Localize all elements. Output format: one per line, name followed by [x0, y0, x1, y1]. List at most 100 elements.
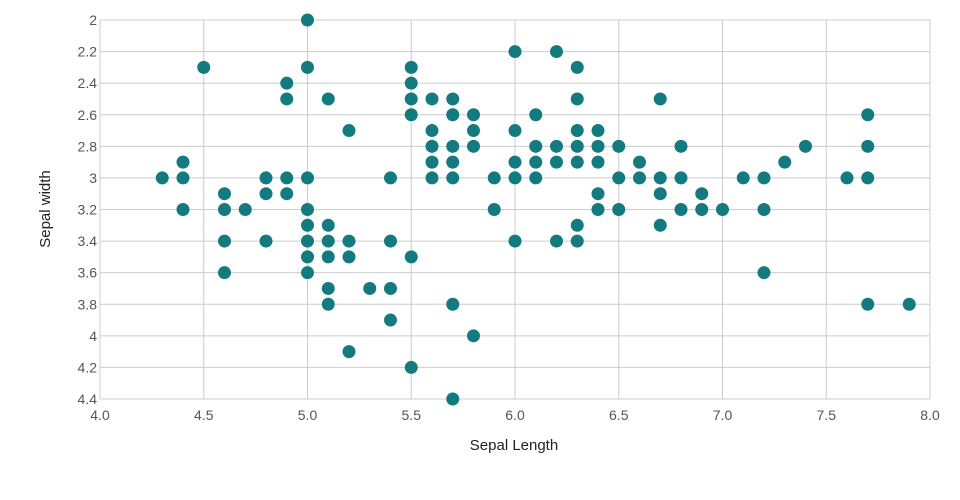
data-point	[861, 139, 875, 153]
data-point	[757, 203, 771, 216]
y-tick-label: 3.8	[78, 296, 98, 312]
data-point	[508, 45, 522, 59]
x-tick-label: 6.0	[505, 407, 525, 423]
data-point	[404, 92, 418, 106]
data-point	[653, 171, 667, 185]
data-point	[570, 234, 584, 248]
data-point	[321, 297, 335, 311]
y-tick-label: 2.2	[78, 44, 98, 60]
data-point	[425, 124, 439, 138]
data-point	[321, 250, 335, 264]
data-point	[550, 234, 563, 248]
data-point	[259, 234, 273, 248]
data-point	[653, 218, 667, 232]
data-point	[404, 60, 418, 74]
data-point	[799, 139, 812, 153]
data-point	[570, 218, 584, 232]
data-point	[446, 92, 460, 106]
x-tick-label: 6.5	[609, 407, 629, 423]
data-point	[280, 92, 294, 106]
y-tick-label: 3.2	[78, 202, 98, 218]
data-point	[508, 171, 522, 185]
data-point	[197, 60, 211, 74]
data-point	[446, 171, 460, 185]
data-point	[404, 250, 418, 264]
y-tick-label: 2.4	[78, 75, 98, 91]
data-point	[633, 171, 646, 185]
data-point	[591, 187, 605, 201]
data-point	[342, 124, 356, 138]
data-point	[674, 203, 688, 216]
x-tick-label: 4.0	[90, 407, 110, 423]
y-tick-label: 4.2	[78, 359, 98, 375]
data-point	[487, 203, 501, 216]
y-axis-title: Sepal width	[37, 170, 54, 248]
y-tick-label: 3.6	[78, 265, 98, 281]
data-point	[384, 313, 397, 327]
y-tick-label: 3	[89, 170, 97, 186]
data-point	[591, 124, 605, 138]
data-point	[301, 218, 314, 232]
data-point	[570, 124, 584, 138]
data-point	[280, 171, 294, 185]
data-point	[633, 155, 646, 169]
data-point	[612, 139, 626, 153]
data-point	[757, 266, 771, 280]
data-points	[155, 13, 916, 406]
data-point	[425, 155, 439, 169]
data-point	[674, 139, 688, 153]
data-point	[695, 203, 709, 216]
y-tick-label: 2	[89, 12, 97, 28]
data-point	[446, 108, 460, 122]
data-point	[176, 155, 190, 169]
data-point	[301, 234, 314, 248]
data-point	[425, 92, 439, 106]
y-tick-label: 2.8	[78, 138, 98, 154]
data-point	[404, 360, 418, 374]
data-point	[218, 187, 231, 201]
data-point	[591, 155, 605, 169]
x-tick-labels: 4.0 4.5 5.0 5.5 6.0 6.5 7.0 7.5 8.0	[90, 407, 940, 423]
data-point	[321, 281, 335, 295]
data-point	[902, 297, 916, 311]
data-point	[259, 187, 273, 201]
data-point	[653, 187, 667, 201]
data-point	[280, 76, 294, 90]
x-tick-label: 5.5	[402, 407, 422, 423]
data-point	[736, 171, 750, 185]
data-point	[467, 108, 480, 122]
data-point	[570, 155, 584, 169]
data-point	[218, 203, 231, 216]
data-point	[550, 139, 563, 153]
data-point	[384, 171, 397, 185]
data-point	[861, 108, 875, 122]
data-point	[425, 171, 439, 185]
data-point	[301, 13, 314, 27]
x-tick-label: 5.0	[298, 407, 318, 423]
data-point	[591, 203, 605, 216]
data-point	[653, 92, 667, 106]
data-point	[570, 60, 584, 74]
data-point	[321, 234, 335, 248]
data-point	[446, 139, 460, 153]
data-point	[425, 139, 439, 153]
data-point	[301, 203, 314, 216]
data-point	[238, 203, 252, 216]
data-point	[840, 171, 854, 185]
data-point	[301, 250, 314, 264]
data-point	[280, 187, 294, 201]
data-point	[778, 155, 792, 169]
y-tick-label: 3.4	[78, 233, 98, 249]
data-point	[342, 345, 356, 359]
y-tick-label: 2.6	[78, 107, 98, 123]
data-point	[404, 76, 418, 90]
data-point	[570, 92, 584, 106]
x-tick-label: 8.0	[920, 407, 940, 423]
data-point	[550, 155, 563, 169]
data-point	[467, 124, 480, 138]
data-point	[487, 171, 501, 185]
data-point	[384, 234, 397, 248]
data-point	[301, 60, 314, 74]
data-point	[363, 281, 377, 295]
